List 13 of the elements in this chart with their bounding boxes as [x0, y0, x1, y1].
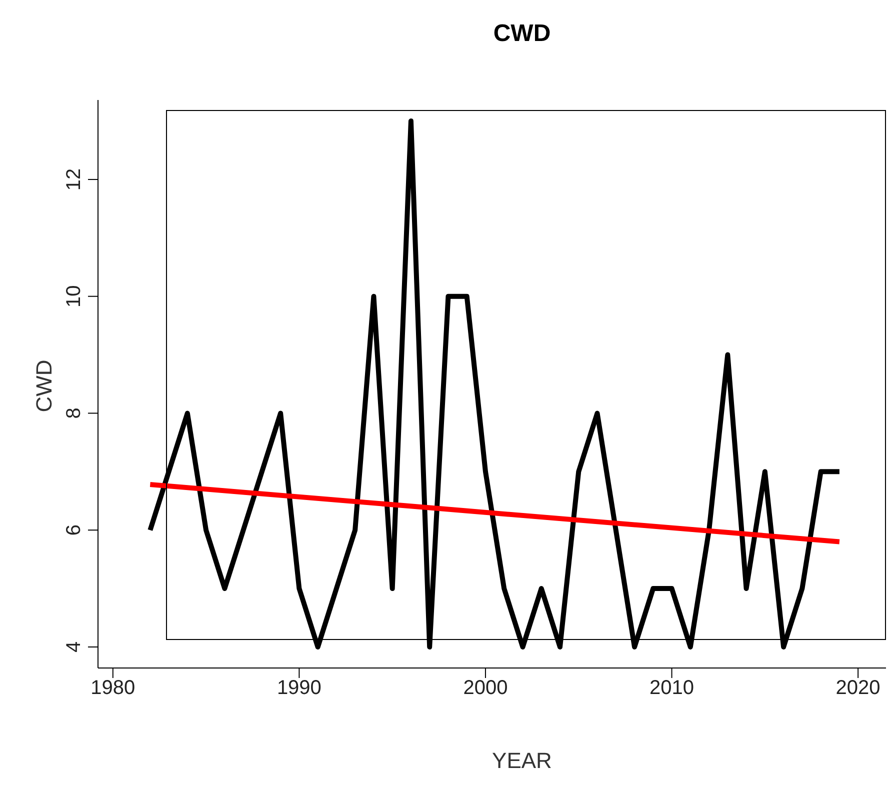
y-axis-title: CWD — [31, 360, 58, 412]
chart-title: CWD — [492, 20, 552, 48]
y-tick-label: 12 — [63, 168, 85, 191]
x-axis-title: YEAR — [491, 748, 553, 774]
x-tick-label: 1980 — [90, 677, 136, 700]
y-tick-label: 6 — [63, 524, 85, 536]
x-tick-label: 1990 — [276, 677, 322, 700]
y-tick-label: 10 — [63, 285, 85, 308]
y-tick-label: 8 — [63, 408, 85, 419]
x-tick-label: 2020 — [836, 677, 880, 700]
x-tick-label: 2000 — [463, 677, 508, 700]
x-tick-label: 2010 — [650, 677, 694, 700]
y-tick-label: 4 — [63, 641, 85, 653]
